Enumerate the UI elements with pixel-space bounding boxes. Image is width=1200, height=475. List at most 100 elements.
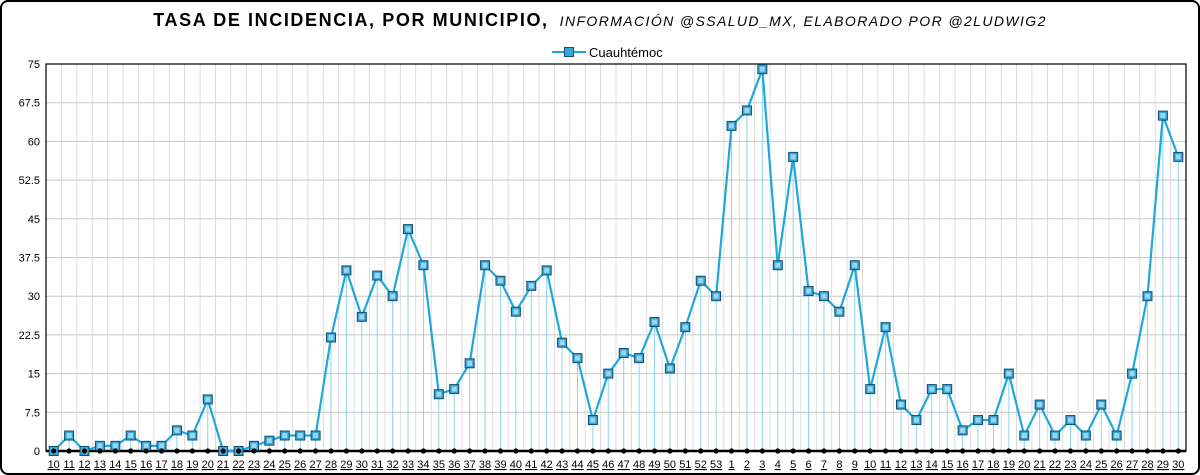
data-point [957, 425, 968, 436]
data-point-highlight [1052, 433, 1058, 439]
data-point [1080, 430, 1091, 441]
baseline-dot [836, 448, 842, 454]
y-tick-label: 30 [28, 291, 40, 303]
y-tick-label: 45 [28, 214, 40, 226]
data-point [772, 260, 783, 271]
data-point [541, 265, 552, 276]
data-point-highlight [836, 309, 842, 315]
x-tick-label: 23 [248, 459, 260, 471]
baseline-dot [436, 448, 442, 454]
x-tick-label: 9 [852, 459, 858, 471]
baseline-dot [590, 448, 596, 454]
data-point-highlight [1037, 402, 1043, 408]
data-point [372, 270, 383, 281]
baseline-dot [574, 448, 581, 454]
baseline-dot [867, 448, 873, 454]
x-tick-label: 27 [309, 459, 321, 471]
x-tick-label: 16 [956, 459, 968, 471]
data-point [1127, 368, 1138, 379]
data-point [310, 430, 321, 441]
data-point [264, 435, 275, 446]
baseline-dot [944, 448, 950, 454]
data-point-highlight [405, 226, 411, 232]
x-tick-label: 51 [679, 459, 691, 471]
data-point [480, 260, 491, 271]
data-point-highlight [605, 371, 611, 377]
x-tick-label: 19 [1003, 459, 1015, 471]
data-point-highlight [482, 262, 488, 268]
data-point-highlight [667, 365, 673, 371]
x-tick-label: 32 [386, 459, 398, 471]
x-tick-label: 53 [710, 459, 722, 471]
data-point [664, 363, 675, 374]
x-tick-label: 22 [1049, 459, 1061, 471]
data-point [896, 399, 906, 410]
baseline-dot [143, 448, 149, 454]
x-tick-label: 25 [1095, 459, 1107, 471]
data-point-highlight [467, 360, 473, 366]
baseline-dot [1144, 448, 1151, 454]
baseline-dot [636, 448, 642, 454]
data-point-highlight [698, 278, 704, 284]
data-point-highlight [621, 350, 627, 356]
data-point-highlight [1006, 371, 1012, 377]
y-tick-label: 52.5 [19, 175, 40, 187]
data-point [695, 275, 706, 286]
x-tick-label: 35 [433, 459, 445, 471]
x-tick-label: 18 [171, 459, 183, 471]
data-point-highlight [559, 340, 565, 346]
x-tick-label: 27 [1126, 459, 1138, 471]
baseline-dot [898, 448, 904, 454]
y-tick-label: 7.5 [25, 407, 40, 419]
x-tick-label: 46 [602, 459, 614, 471]
x-tick-label: 12 [895, 459, 907, 471]
data-point-highlight [313, 433, 319, 439]
x-tick-label: 41 [525, 459, 537, 471]
data-point-highlight [1098, 402, 1104, 408]
data-point-highlight [112, 443, 118, 449]
x-tick-label: 21 [1034, 459, 1046, 471]
baseline-dot [467, 448, 473, 454]
baseline-dot [205, 448, 211, 454]
data-point [510, 306, 521, 317]
x-tick-label: 50 [664, 459, 676, 471]
baseline-dot [97, 448, 103, 454]
baseline-dots [51, 448, 1181, 454]
data-point [818, 291, 829, 302]
baseline-dot [544, 448, 550, 454]
data-point-highlight [867, 386, 873, 392]
baseline-dot [1052, 448, 1058, 454]
baseline-dot [728, 448, 735, 454]
data-point [295, 430, 306, 441]
x-tick-label: 10 [864, 459, 876, 471]
data-point-highlight [652, 319, 658, 325]
x-tick-label: 43 [556, 459, 568, 471]
x-tick-label: 44 [571, 459, 583, 471]
legend-label: Cuauhtémoc [589, 44, 663, 60]
data-point [187, 430, 198, 441]
data-point [788, 151, 799, 162]
baseline-dot [929, 448, 935, 454]
data-point [680, 322, 691, 333]
baseline-dot [297, 448, 303, 454]
x-tick-label: 20 [1018, 459, 1030, 471]
baseline-dot [1021, 448, 1027, 454]
baseline-dot [51, 448, 57, 454]
baseline-dot [528, 448, 534, 454]
baseline-dot [112, 448, 118, 454]
x-tick-labels: 10 11 12 13 14 15 16 17 18 19 20 21 22 23 24 25 26 27 28 29… [48, 459, 1185, 471]
x-tick-label: 29 [1157, 459, 1169, 471]
baseline-dot [621, 448, 627, 454]
baseline-dot [990, 448, 997, 454]
x-tick-label: 24 [1080, 459, 1092, 471]
data-point [1065, 415, 1076, 426]
baseline-dot [282, 448, 288, 454]
data-point [326, 332, 336, 343]
drop-lines [68, 69, 1179, 451]
y-tick-label: 15 [28, 369, 40, 381]
x-tick-label: 10 [48, 459, 60, 471]
baseline-dot [790, 448, 796, 454]
x-tick-label: 31 [371, 459, 383, 471]
x-tick-label: 8 [836, 459, 842, 471]
baseline-dot [682, 448, 688, 454]
